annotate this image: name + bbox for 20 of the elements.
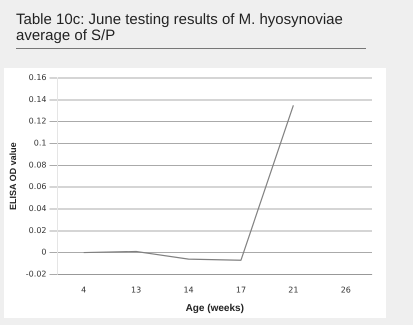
x-tick-label: 4 (81, 285, 86, 294)
y-tick-label: 0.1 (34, 138, 46, 148)
y-tick-label: 0.02 (28, 226, 46, 235)
y-tick-label: -0.02 (26, 269, 46, 278)
y-axis-title: ELISA OD value (8, 142, 18, 210)
x-tick-label: 14 (183, 285, 194, 294)
x-tick-label: 13 (131, 285, 142, 294)
x-tick-label: 26 (340, 285, 351, 294)
y-tick-label: 0.14 (28, 94, 46, 104)
x-tick-label: 21 (288, 285, 298, 294)
chart-subtitle: average of S/P (16, 27, 116, 44)
chart-title: Table 10c: June testing results of M. hyosynoviae (16, 11, 344, 28)
y-tick-label: 0.08 (28, 160, 46, 170)
y-tick-label: 0.16 (28, 73, 46, 82)
y-tick-label: 0 (41, 248, 46, 257)
x-tick-label: 17 (236, 285, 246, 294)
y-tick-label: 0.04 (28, 204, 46, 214)
y-tick-label: 0.06 (28, 182, 46, 192)
y-tick-label: 0.12 (28, 116, 46, 126)
x-axis-title: Age (weeks) (186, 302, 244, 314)
